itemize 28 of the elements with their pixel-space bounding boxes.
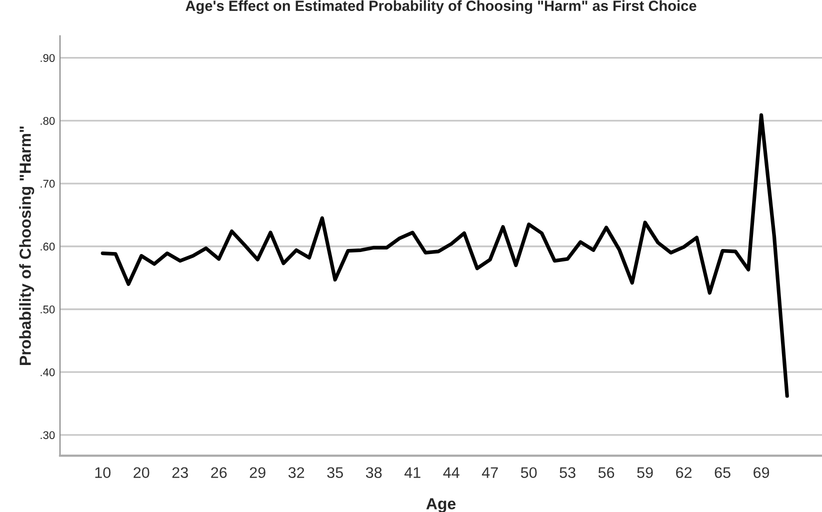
- y-tick-label: .70: [40, 180, 55, 188]
- x-tick-label: 47: [482, 467, 498, 478]
- x-tick-label: 23: [172, 467, 188, 478]
- line-series: [100, 113, 789, 398]
- y-tick-label: .80: [40, 116, 55, 125]
- x-tick-label: 20: [134, 467, 150, 478]
- x-tick-label: 29: [250, 467, 266, 478]
- x-tick-label: 10: [95, 467, 111, 478]
- x-tick-label: 59: [637, 467, 653, 478]
- x-tick-label: 44: [443, 467, 460, 478]
- x-tick-label: 41: [404, 467, 420, 478]
- chart-title: Age's Effect on Estimated Probability of Choosing "Harm" as First Choice: [186, 0, 696, 14]
- x-tick-label: 26: [211, 467, 227, 478]
- y-tick-label: .60: [40, 242, 55, 251]
- x-tick-label: 56: [598, 467, 614, 478]
- y-tick-label: .40: [40, 368, 55, 376]
- x-tick-label: 69: [754, 467, 770, 478]
- y-tick-label: .30: [40, 431, 55, 440]
- x-tick-label: 35: [327, 467, 343, 478]
- y-tick-label: .50: [40, 306, 55, 314]
- x-tick-label: 50: [520, 467, 537, 478]
- x-tick-label: 65: [714, 467, 730, 478]
- x-tick-label: 53: [560, 467, 576, 478]
- y-tick-label: .90: [40, 54, 55, 62]
- x-tick-label: 62: [676, 467, 692, 478]
- y-axis-title: Probability of Choosing "Harm": [19, 126, 34, 365]
- x-tick-label: 38: [366, 467, 382, 478]
- x-tick-label: 32: [288, 467, 304, 478]
